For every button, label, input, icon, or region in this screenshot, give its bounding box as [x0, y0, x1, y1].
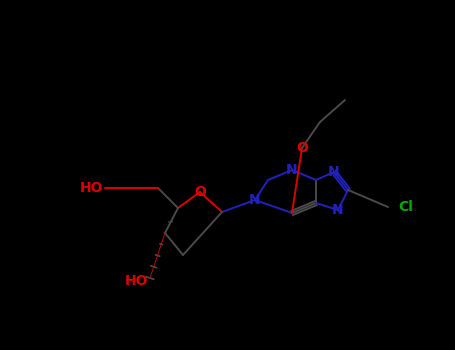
- Text: O: O: [194, 185, 206, 199]
- Text: O: O: [296, 141, 308, 155]
- Text: N: N: [332, 203, 344, 217]
- Text: HO: HO: [125, 274, 148, 288]
- Text: HO: HO: [80, 181, 103, 195]
- Text: ’’’: ’’’: [166, 220, 174, 230]
- Text: N: N: [249, 193, 261, 207]
- Text: N: N: [328, 165, 340, 179]
- Text: Cl: Cl: [398, 200, 413, 214]
- Text: N: N: [286, 163, 298, 177]
